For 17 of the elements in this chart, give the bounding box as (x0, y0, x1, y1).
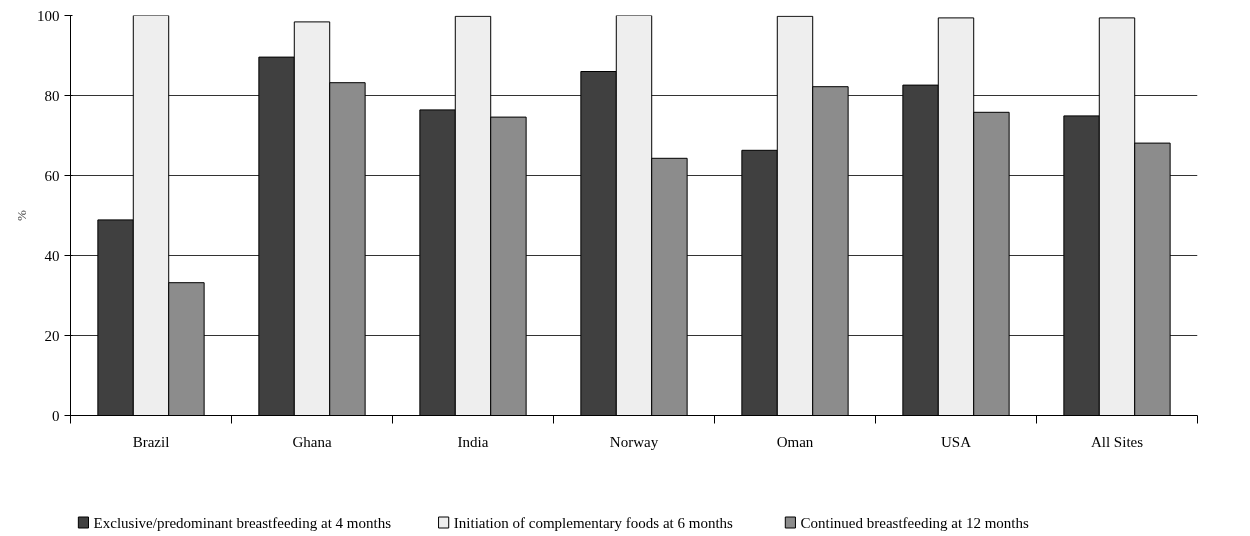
y-tick-label: 80 (44, 87, 60, 104)
y-tick-label: 20 (44, 327, 60, 344)
legend-label: Continued breastfeeding at 12 months (800, 514, 1029, 531)
x-tick-label: Oman (776, 433, 814, 450)
x-tick-label: India (457, 433, 489, 450)
y-axis-title: % (14, 209, 29, 221)
x-tick-label: Brazil (132, 433, 170, 450)
y-tick-label: 100 (37, 7, 60, 24)
y-tick-label: 40 (44, 247, 60, 264)
y-tick-label: 60 (44, 167, 60, 184)
x-tick-label: All Sites (1090, 433, 1144, 450)
x-tick-label: Ghana (292, 433, 332, 450)
legend-label: Exclusive/predominant breastfeeding at 4 months (93, 514, 392, 531)
legend-label: Initiation of complementary foods at 6 months (453, 514, 734, 531)
x-tick-label: Norway (609, 433, 659, 450)
x-tick-label: USA (941, 433, 972, 450)
y-tick-label: 0 (52, 407, 60, 424)
